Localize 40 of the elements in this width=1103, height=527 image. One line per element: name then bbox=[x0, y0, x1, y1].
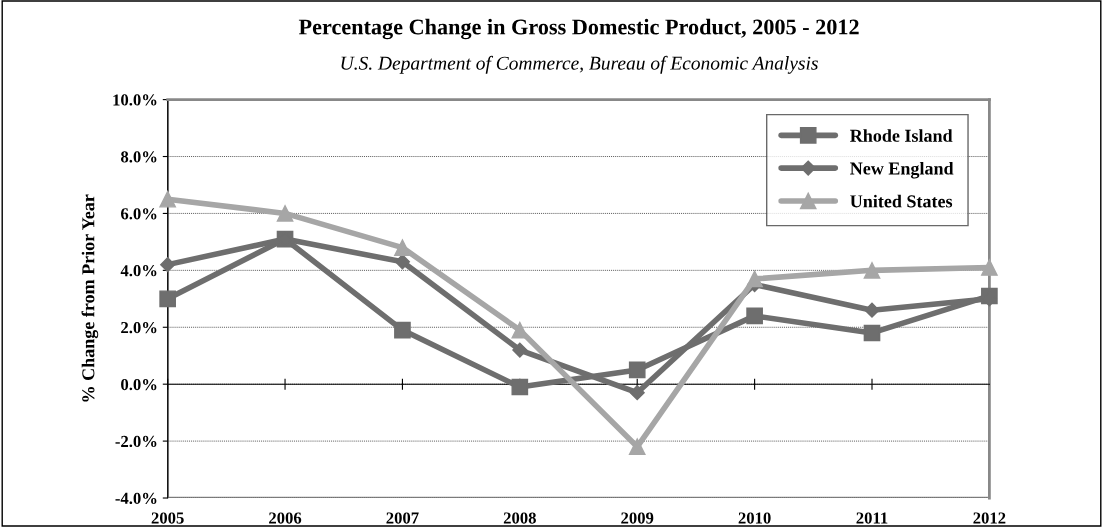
point bbox=[159, 190, 176, 208]
point bbox=[160, 257, 176, 273]
chart-title: Percentage Change in Gross Domestic Product, 2005 - 2012 bbox=[298, 18, 859, 40]
y-tick-label: 2.0% bbox=[121, 321, 157, 334]
x-tick-label: 2009 bbox=[621, 512, 654, 524]
point bbox=[159, 290, 176, 308]
point bbox=[276, 205, 294, 222]
legend-label: United States bbox=[850, 194, 953, 208]
y-tick-label: 6.0% bbox=[121, 208, 157, 220]
point bbox=[628, 361, 646, 379]
y-axis-title: % Change from Prior Year bbox=[81, 194, 99, 402]
point bbox=[394, 254, 411, 270]
point bbox=[746, 270, 763, 288]
y-tick-label: 10.0% bbox=[113, 94, 157, 106]
y-tick-label: 0.0% bbox=[121, 378, 157, 391]
point bbox=[864, 302, 880, 318]
point bbox=[863, 262, 881, 279]
point bbox=[746, 307, 763, 325]
legend-label: New England bbox=[850, 161, 954, 179]
point bbox=[394, 321, 411, 339]
y-tick-label: 8.0% bbox=[120, 151, 157, 163]
x-tick-label: 2010 bbox=[738, 512, 771, 524]
y-tick-label: -2.0% bbox=[115, 435, 157, 448]
x-tick-label: 2005 bbox=[151, 512, 184, 524]
point bbox=[394, 239, 411, 256]
point bbox=[863, 324, 881, 342]
x-tick-label: 2007 bbox=[386, 512, 419, 524]
point bbox=[511, 378, 529, 396]
y-tick-label: 4.0% bbox=[120, 265, 157, 277]
point bbox=[629, 385, 645, 401]
x-tick-label: 2011 bbox=[856, 512, 888, 524]
x-tick-label: 2006 bbox=[269, 512, 302, 524]
point bbox=[512, 342, 528, 358]
chart-subtitle: U.S. Department of Commerce, Bureau of Economic Analysis bbox=[341, 55, 818, 74]
x-tick-label: 2008 bbox=[503, 512, 536, 524]
legend-label: Rhode Island bbox=[850, 129, 953, 142]
point bbox=[981, 259, 998, 276]
x-tick-label: 2012 bbox=[973, 512, 1006, 524]
y-tick-label: -4.0% bbox=[115, 492, 157, 505]
point bbox=[628, 438, 646, 456]
